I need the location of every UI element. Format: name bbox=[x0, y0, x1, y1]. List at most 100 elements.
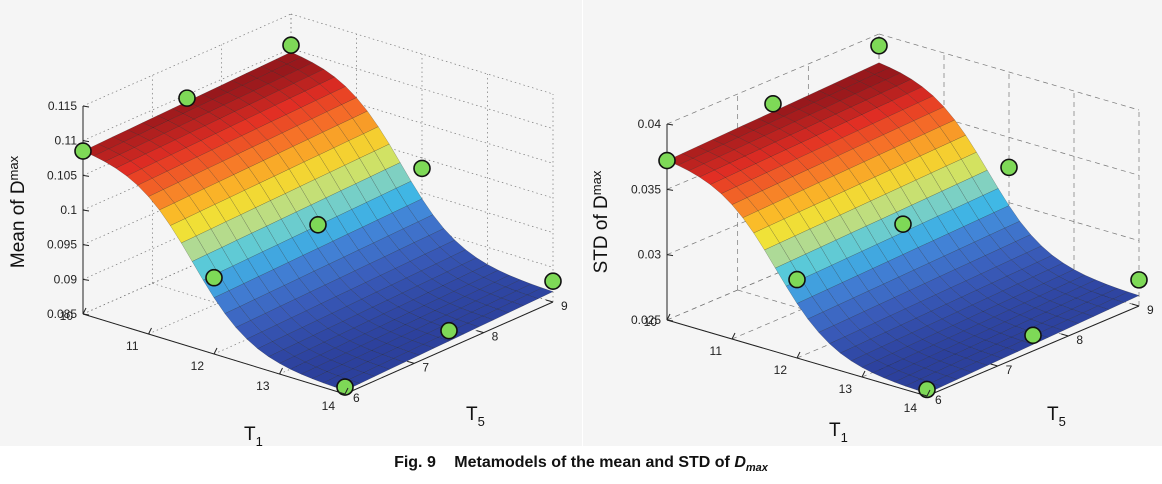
sample-point-marker bbox=[658, 151, 676, 170]
t5-tick-mark bbox=[1131, 303, 1140, 307]
t1-tick-label: 11 bbox=[126, 339, 139, 353]
t5-tick-label: 6 bbox=[935, 393, 942, 407]
surface-mesh bbox=[666, 62, 1140, 394]
grid-line bbox=[152, 282, 415, 364]
grid-line bbox=[878, 33, 1140, 111]
t1-tick-label: 10 bbox=[60, 309, 74, 323]
t1-tick-mark bbox=[861, 370, 866, 378]
grid-line bbox=[82, 13, 292, 107]
sample-point-marker bbox=[205, 268, 223, 287]
sample-point-marker bbox=[282, 36, 300, 55]
t5-tick-mark bbox=[337, 391, 346, 395]
sample-point-marker bbox=[894, 215, 912, 233]
t5-tick-mark bbox=[476, 330, 484, 334]
z-tick-mark bbox=[82, 174, 90, 177]
t1-tick-label: 11 bbox=[710, 344, 723, 358]
caption-variable: Dmax bbox=[734, 454, 768, 475]
t1-tick-mark bbox=[82, 307, 87, 315]
sample-point-marker bbox=[74, 142, 92, 160]
t1-tick-mark bbox=[666, 313, 671, 321]
z-axis-label-subscript: max bbox=[6, 155, 21, 180]
t5-tick-mark bbox=[545, 299, 554, 303]
sample-point-marker bbox=[544, 272, 562, 291]
sample-point-marker bbox=[1130, 271, 1148, 289]
t1-tick-label: 13 bbox=[839, 382, 853, 396]
z-tick-mark bbox=[666, 123, 674, 126]
t5-tick-mark bbox=[1061, 333, 1069, 337]
t1-tick-label: 12 bbox=[774, 363, 788, 377]
sample-point-marker bbox=[1000, 158, 1018, 177]
sample-point-marker bbox=[440, 321, 458, 340]
z-tick-label: 0.03 bbox=[638, 248, 662, 262]
t5-tick-label: 7 bbox=[422, 360, 429, 374]
std-surface-chart: 0.025 0.03 0.035 0.04 10 11 12 13 14 6 7 8 9 STD of D… bbox=[589, 33, 1154, 445]
t1-tick-mark bbox=[731, 332, 736, 340]
t5-axis-label-subscript: 5 bbox=[478, 414, 485, 429]
grid-line bbox=[290, 48, 554, 130]
z-tick-label: 0.085 bbox=[47, 307, 77, 321]
z-tick-mark bbox=[666, 319, 674, 322]
t1-tick-mark bbox=[796, 351, 801, 359]
z-tick-label: 0.11 bbox=[55, 134, 78, 148]
mean-surface-chart: 0.085 0.09 0.095 0.1 0.105 0.11 0.115 10 11 12 13 1… bbox=[6, 13, 568, 449]
figure-number: Fig. 9 bbox=[394, 454, 436, 471]
t5-axis-line bbox=[926, 305, 1140, 397]
t1-tick-label: 12 bbox=[191, 359, 205, 373]
z-axis-label-subscript: max bbox=[589, 170, 604, 195]
t1-axis-label-subscript: 1 bbox=[841, 430, 848, 445]
t1-tick-label: 13 bbox=[256, 379, 270, 393]
z-tick-label: 0.09 bbox=[54, 272, 78, 286]
t5-axis-label: T5 bbox=[466, 404, 485, 429]
t5-axis-label: T5 bbox=[1047, 404, 1066, 429]
sample-point-marker bbox=[788, 270, 806, 289]
sample-point-marker bbox=[870, 36, 888, 55]
t5-tick-label: 7 bbox=[1006, 363, 1013, 377]
sample-point-marker bbox=[336, 378, 354, 396]
std-chart-panel: 0.025 0.03 0.035 0.04 10 11 12 13 14 6 7 8 9 STD of D… bbox=[583, 0, 1162, 446]
t5-tick-label: 9 bbox=[1147, 303, 1154, 317]
z-tick-label: 0.1 bbox=[60, 203, 77, 217]
sample-point-marker bbox=[413, 159, 431, 178]
t5-axis-label-subscript: 5 bbox=[1059, 414, 1066, 429]
z-tick-mark bbox=[82, 105, 90, 108]
z-tick-label: 0.025 bbox=[631, 313, 661, 327]
t1-tick-mark bbox=[279, 367, 283, 375]
surface-mesh bbox=[82, 51, 554, 391]
sample-point-marker bbox=[178, 89, 196, 107]
sample-point-marker bbox=[918, 380, 936, 399]
z-tick-mark bbox=[82, 209, 90, 212]
z-tick-label: 0.095 bbox=[47, 238, 77, 252]
t1-axis-label: T1 bbox=[244, 424, 263, 446]
t1-axis-label-subscript: 1 bbox=[256, 434, 263, 446]
sample-point-marker bbox=[309, 216, 327, 234]
t5-tick-label: 9 bbox=[561, 299, 568, 313]
figure-caption: Fig. 9 Metamodels of the mean and STD of… bbox=[0, 454, 1162, 474]
z-tick-mark bbox=[82, 278, 90, 281]
t5-tick-mark bbox=[407, 360, 415, 364]
t5-tick-label: 8 bbox=[492, 330, 499, 344]
t1-tick-mark bbox=[926, 389, 931, 397]
z-tick-label: 0.115 bbox=[48, 99, 77, 113]
grid-line bbox=[290, 13, 554, 95]
mean-chart-panel: 0.085 0.09 0.095 0.1 0.105 0.11 0.115 10 11 12 13 1… bbox=[0, 0, 582, 449]
t1-tick-mark bbox=[148, 327, 152, 335]
t1-tick-label: 10 bbox=[644, 315, 658, 329]
sample-point-marker bbox=[764, 95, 782, 113]
t5-tick-label: 8 bbox=[1076, 333, 1083, 347]
t1-tick-mark bbox=[213, 347, 218, 355]
sample-point-marker bbox=[1024, 326, 1042, 345]
z-tick-label: 0.04 bbox=[638, 117, 662, 131]
z-axis-label: STD of Dmax bbox=[589, 170, 612, 273]
z-tick-mark bbox=[82, 244, 90, 247]
t1-tick-label: 14 bbox=[904, 401, 918, 415]
z-tick-label: 0.105 bbox=[47, 168, 77, 182]
t5-tick-label: 6 bbox=[353, 391, 360, 405]
grid-line bbox=[666, 33, 880, 125]
t1-tick-label: 14 bbox=[322, 399, 336, 413]
z-axis-label: Mean of Dmax bbox=[6, 155, 29, 268]
t5-tick-mark bbox=[990, 363, 998, 367]
t1-axis-label: T1 bbox=[829, 420, 848, 445]
z-tick-mark bbox=[82, 313, 90, 316]
z-tick-mark bbox=[82, 140, 90, 143]
z-tick-mark bbox=[666, 254, 674, 257]
